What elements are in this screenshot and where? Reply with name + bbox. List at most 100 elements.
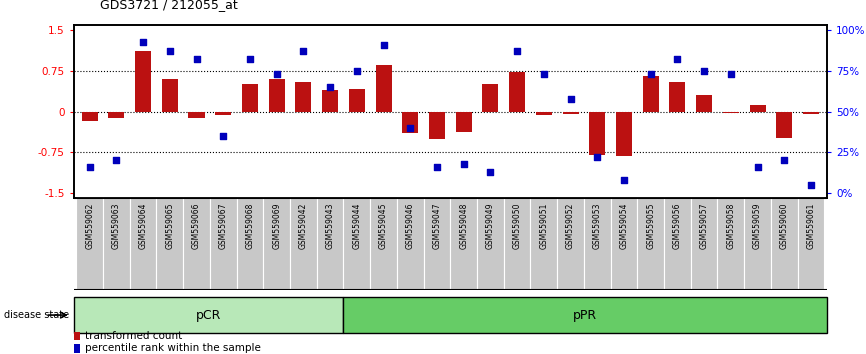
Bar: [798, 198, 824, 290]
Text: GSM559057: GSM559057: [700, 203, 708, 249]
Bar: [696, 95, 712, 112]
Bar: [236, 198, 263, 290]
Bar: [349, 89, 365, 112]
Bar: [268, 79, 285, 112]
Point: [591, 154, 604, 160]
Point: [216, 133, 230, 139]
Point: [377, 42, 391, 48]
Bar: [295, 82, 312, 112]
Text: GSM559063: GSM559063: [112, 203, 121, 249]
Text: GSM559060: GSM559060: [779, 203, 789, 249]
Text: GSM559051: GSM559051: [540, 203, 548, 249]
Text: GSM559059: GSM559059: [753, 203, 762, 249]
Text: GSM559062: GSM559062: [85, 203, 94, 249]
Bar: [744, 198, 771, 290]
Bar: [669, 82, 685, 112]
Text: GSM559049: GSM559049: [486, 203, 494, 249]
Bar: [531, 198, 557, 290]
Bar: [344, 297, 827, 333]
Bar: [103, 198, 130, 290]
Bar: [242, 84, 258, 112]
Bar: [344, 198, 370, 290]
Bar: [718, 198, 744, 290]
Bar: [322, 90, 338, 112]
Text: GSM559044: GSM559044: [352, 203, 361, 249]
Point: [109, 158, 123, 163]
Point: [430, 164, 444, 170]
Text: GSM559058: GSM559058: [727, 203, 735, 249]
Bar: [482, 84, 499, 112]
Bar: [397, 198, 423, 290]
Bar: [450, 198, 477, 290]
Text: GSM559045: GSM559045: [379, 203, 388, 249]
Bar: [637, 198, 664, 290]
Bar: [563, 112, 578, 114]
Point: [804, 182, 818, 188]
Bar: [189, 112, 204, 118]
Bar: [76, 198, 103, 290]
Point: [510, 48, 524, 54]
Point: [751, 164, 765, 170]
Text: disease state: disease state: [4, 310, 69, 320]
Point: [537, 71, 551, 77]
Point: [483, 169, 497, 175]
Text: GSM559069: GSM559069: [272, 203, 281, 249]
Bar: [216, 112, 231, 115]
Bar: [157, 198, 183, 290]
Point: [617, 177, 631, 183]
Text: GSM559064: GSM559064: [139, 203, 147, 249]
Bar: [477, 198, 504, 290]
Point: [243, 57, 257, 62]
Point: [564, 96, 578, 101]
Bar: [664, 198, 691, 290]
Text: GSM559061: GSM559061: [806, 203, 816, 249]
Bar: [74, 332, 81, 341]
Bar: [691, 198, 718, 290]
Bar: [74, 297, 344, 333]
Point: [456, 161, 470, 166]
Point: [323, 84, 337, 90]
Bar: [210, 198, 236, 290]
Bar: [376, 65, 391, 112]
Bar: [557, 198, 584, 290]
Bar: [750, 105, 766, 112]
Text: GSM559068: GSM559068: [245, 203, 255, 249]
Bar: [536, 112, 552, 115]
Bar: [509, 73, 525, 112]
Point: [350, 68, 364, 74]
Bar: [74, 344, 81, 353]
Bar: [643, 76, 659, 112]
Bar: [429, 112, 445, 139]
Point: [670, 57, 684, 62]
Bar: [616, 112, 632, 156]
Point: [136, 39, 150, 44]
Point: [778, 158, 792, 163]
Bar: [135, 51, 151, 112]
Text: percentile rank within the sample: percentile rank within the sample: [85, 343, 261, 353]
Text: GSM559042: GSM559042: [299, 203, 308, 249]
Text: GSM559052: GSM559052: [566, 203, 575, 249]
Bar: [803, 112, 819, 114]
Point: [269, 71, 283, 77]
Bar: [611, 198, 637, 290]
Text: pPR: pPR: [573, 309, 598, 321]
Text: transformed count: transformed count: [85, 331, 182, 341]
Point: [83, 164, 97, 170]
Bar: [317, 198, 344, 290]
Text: GSM559067: GSM559067: [219, 203, 228, 249]
Bar: [81, 112, 98, 121]
Bar: [584, 198, 611, 290]
Point: [697, 68, 711, 74]
Text: GSM559046: GSM559046: [406, 203, 415, 249]
Text: GSM559065: GSM559065: [165, 203, 174, 249]
Text: pCR: pCR: [196, 309, 221, 321]
Bar: [130, 198, 157, 290]
Bar: [402, 112, 418, 133]
Text: GSM559050: GSM559050: [513, 203, 521, 249]
Bar: [370, 198, 397, 290]
Bar: [263, 198, 290, 290]
Text: GSM559053: GSM559053: [592, 203, 602, 249]
Bar: [504, 198, 531, 290]
Bar: [776, 112, 792, 137]
Bar: [290, 198, 317, 290]
